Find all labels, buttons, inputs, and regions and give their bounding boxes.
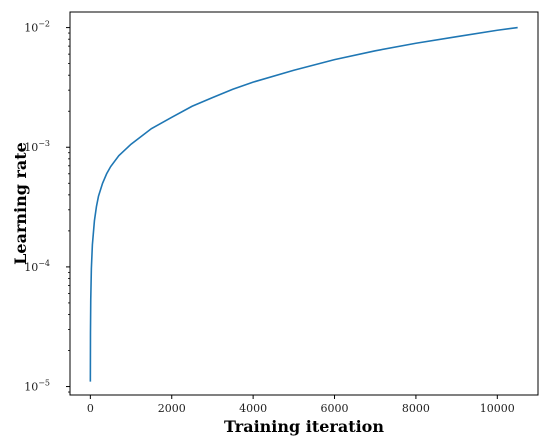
plot-area-frame [69, 11, 539, 396]
y-tick-label: 10−2 [24, 20, 50, 35]
x-tick-label: 0 [87, 402, 94, 415]
x-tick-label: 6000 [321, 402, 349, 415]
x-tick-label: 8000 [402, 402, 430, 415]
y-tick-base: 10 [24, 261, 38, 274]
x-tick-label: 4000 [239, 402, 267, 415]
y-tick-label: 10−5 [24, 379, 50, 394]
x-axis-title: Training iteration [224, 417, 384, 436]
y-tick-base: 10 [24, 22, 38, 35]
y-tick-exponent: −5 [38, 379, 50, 388]
y-tick-exponent: −3 [38, 139, 50, 148]
y-tick-exponent: −4 [38, 259, 50, 268]
y-tick-base: 10 [24, 141, 38, 154]
y-axis-ticks: 10−510−410−310−2 [24, 20, 70, 394]
x-tick-label: 2000 [158, 402, 186, 415]
x-axis-ticks: 0 2000 4000 6000 8000 10000 [87, 395, 515, 415]
y-tick-label: 10−3 [24, 139, 50, 154]
y-axis-title: Learning rate [11, 142, 30, 265]
y-tick-label: 10−4 [24, 259, 50, 274]
x-tick-label: 10000 [480, 402, 515, 415]
y-tick-base: 10 [24, 381, 38, 394]
y-tick-exponent: −2 [38, 20, 50, 29]
learning-rate-line [89, 26, 518, 382]
